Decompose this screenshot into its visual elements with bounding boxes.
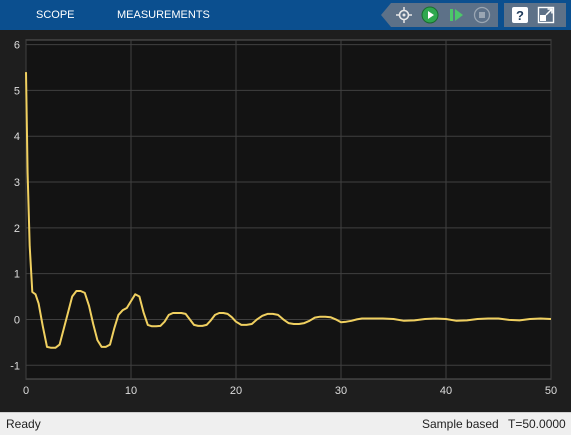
signal-select-icon[interactable] [395,6,413,24]
help-icon[interactable]: ? [511,6,529,24]
help-controls: ? [504,3,566,27]
sample-mode-indicator: Sample based [422,417,499,431]
svg-text:?: ? [516,8,524,23]
y-tick-label: -1 [10,360,20,372]
signal-trace [25,72,552,349]
x-tick-label: 40 [440,385,452,397]
tab-scope[interactable]: SCOPE [36,9,75,21]
x-tick-label: 50 [545,385,557,397]
toolstrip: SCOPE MEASUREMENTS [0,0,571,30]
y-tick-label: 4 [14,131,20,143]
simulation-time: T=50.0000 [508,417,566,431]
undock-icon[interactable] [537,6,555,24]
run-icon[interactable] [421,6,439,24]
status-text: Ready [6,417,41,431]
simulation-controls [381,3,498,27]
x-tick-label: 30 [335,385,347,397]
status-bar: Ready Sample based T=50.0000 [0,412,571,435]
stop-icon[interactable] [473,6,491,24]
y-tick-label: 5 [14,85,20,97]
x-tick-label: 20 [230,385,242,397]
y-tick-label: 6 [14,40,20,52]
y-tick-label: 3 [14,177,20,189]
y-tick-label: 2 [14,223,20,235]
x-tick-label: 0 [23,385,29,397]
x-tick-label: 10 [125,385,137,397]
tab-measurements[interactable]: MEASUREMENTS [117,9,210,21]
scope-plot[interactable]: 0 10 20 30 40 50 -1 0 1 2 3 4 5 6 [0,30,571,412]
scope-display: 0 10 20 30 40 50 -1 0 1 2 3 4 5 6 [0,30,571,412]
y-tick-label: 1 [14,269,20,281]
step-forward-icon[interactable] [447,6,465,24]
y-tick-label: 0 [14,314,20,326]
